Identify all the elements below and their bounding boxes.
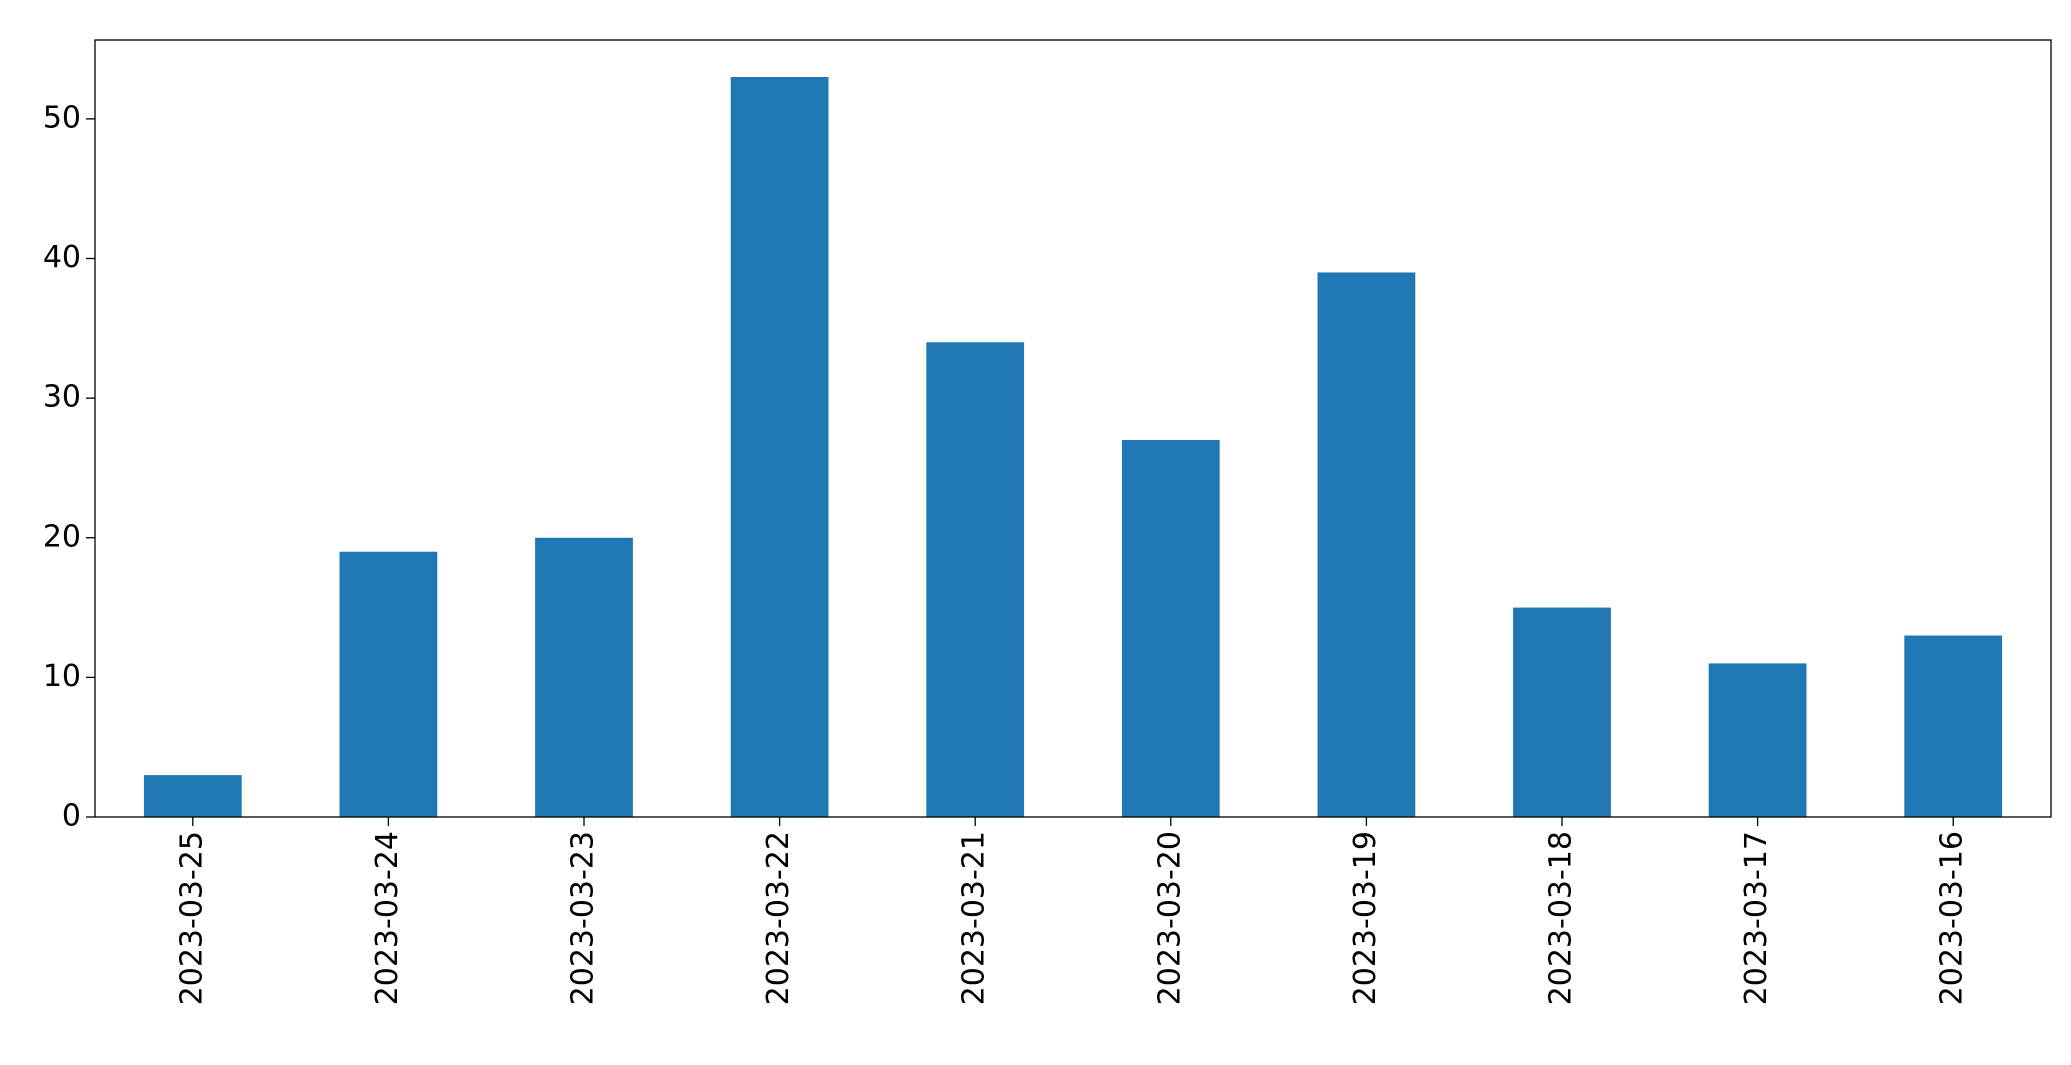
y-tick-label: 0 — [62, 799, 81, 834]
bar — [1904, 635, 2003, 817]
y-tick-label: 20 — [43, 519, 81, 554]
x-tick-label: 2023-03-16 — [1935, 831, 1970, 1005]
x-tick-label: 2023-03-19 — [1348, 831, 1383, 1005]
x-tick-label: 2023-03-25 — [174, 831, 209, 1005]
plot-frame — [94, 39, 2052, 818]
bar — [1513, 607, 1611, 817]
x-tick-label: 2023-03-23 — [566, 831, 601, 1005]
x-tick-label: 2023-03-21 — [957, 831, 992, 1005]
bar — [730, 77, 829, 817]
bar — [143, 775, 242, 817]
y-tick-label: 50 — [43, 100, 81, 135]
x-tick-label: 2023-03-20 — [1152, 831, 1187, 1005]
bar — [535, 537, 633, 817]
x-tick-label: 2023-03-24 — [370, 831, 405, 1005]
x-tick-label: 2023-03-22 — [761, 831, 796, 1005]
bar — [1708, 663, 1807, 817]
bar — [339, 551, 438, 817]
y-tick-label: 10 — [43, 659, 81, 694]
y-tick-label: 30 — [43, 380, 81, 415]
y-tick-label: 40 — [43, 240, 81, 275]
x-tick-label: 2023-03-17 — [1739, 831, 1774, 1005]
bar — [1317, 272, 1416, 818]
bar — [1121, 440, 1220, 817]
bar — [926, 342, 1025, 817]
x-tick-label: 2023-03-18 — [1544, 831, 1579, 1005]
